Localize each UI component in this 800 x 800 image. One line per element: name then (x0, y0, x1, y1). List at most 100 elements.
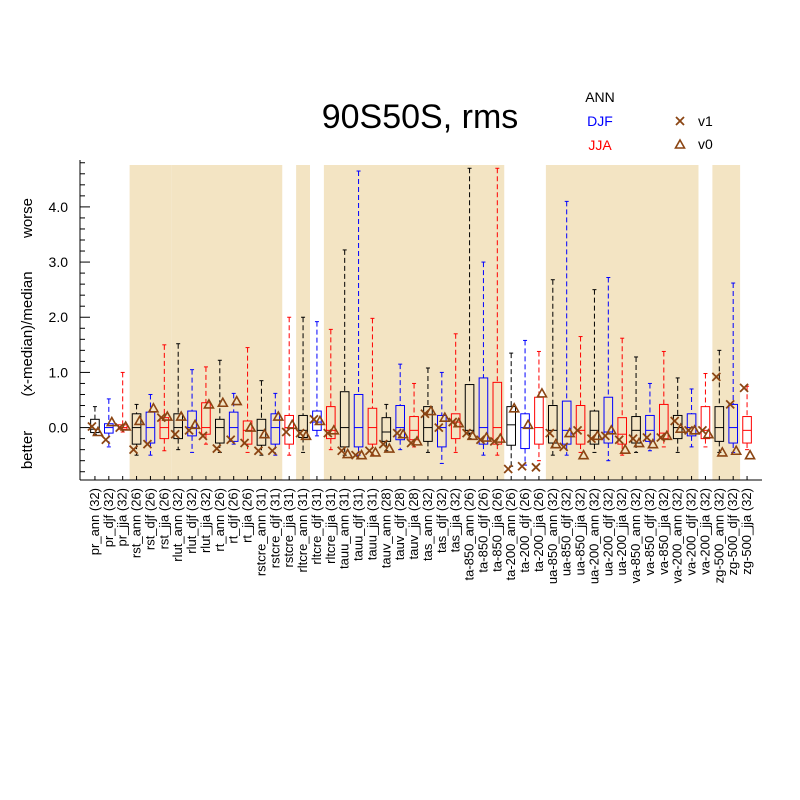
v0-marker-47 (744, 449, 756, 460)
v1-marker-14 (281, 427, 291, 437)
v0-marker-10 (230, 394, 243, 406)
v0-marker-9 (216, 396, 229, 408)
v0-marker-17 (327, 424, 340, 435)
v0-marker-19 (355, 449, 368, 460)
x-tick-label-31: ta-200_djf (26) (517, 488, 532, 573)
v1-marker-28 (475, 435, 486, 445)
legend-v1-label: v1 (698, 113, 713, 129)
v1-x-stroke (226, 435, 236, 445)
x-tick-label-18: tauu_ann (31) (337, 488, 352, 569)
x-tick-label-13: rstcre_djf (31) (267, 488, 282, 568)
v1-marker-35 (572, 425, 583, 435)
v0-marker-44 (702, 428, 715, 439)
box-iqr (437, 414, 447, 448)
v1-marker-4 (142, 439, 153, 449)
v1-x-stroke (212, 443, 222, 454)
box-iqr (714, 406, 725, 442)
box-iqr (742, 416, 752, 444)
x-tick-label-7: rlut_djf (32) (184, 488, 199, 554)
v1-x-stroke (364, 446, 375, 456)
v1-x-stroke (170, 429, 180, 439)
v0-marker-37 (605, 424, 618, 435)
v0-marker-24 (425, 404, 437, 416)
shade-band-5 (712, 165, 741, 480)
v0-marker-46 (730, 444, 743, 456)
v1-marker-21 (378, 439, 388, 449)
y-label-worse: worse (19, 198, 36, 239)
box-iqr (506, 406, 516, 446)
box-iqr (478, 377, 489, 445)
v1-marker-41 (656, 432, 666, 443)
x-tick-label-10: rt_djf (26) (226, 488, 241, 544)
v1-marker-44 (697, 425, 708, 435)
v1-x-stroke (406, 438, 416, 448)
shade-band-3 (323, 165, 505, 480)
v0-marker-13 (272, 410, 285, 421)
box-32 (534, 350, 544, 462)
y-tick-label: 2.0 (49, 309, 69, 325)
v1-marker-31 (517, 461, 527, 471)
box-iqr (686, 413, 697, 437)
x-tick-label-35: ua-850_jja (32) (573, 488, 588, 575)
v0-marker-12 (258, 428, 271, 439)
box-47 (742, 385, 752, 451)
x-tick-label-34: ua-850_djf (32) (559, 488, 574, 576)
v0-marker-30 (508, 402, 521, 413)
v1-x-stroke (683, 425, 694, 435)
v1-marker-0 (87, 421, 97, 432)
box-22 (395, 363, 405, 451)
x-tick-label-26: tas_jja (32) (448, 488, 463, 552)
marker-legend: v1 v0 (674, 113, 713, 152)
v1-marker-40 (642, 432, 652, 443)
v0-marker-23 (411, 435, 423, 446)
box-43 (686, 388, 697, 448)
x-tick-label-23: tauv_jja (28) (406, 488, 421, 560)
v1-x-stroke (239, 438, 250, 448)
x-tick-label-28: ta-850_djf (26) (475, 488, 490, 573)
x-tick-label-0: pr_ann (32) (87, 488, 102, 555)
v1-x-stroke (628, 433, 638, 444)
box-8 (201, 366, 211, 445)
x-tick-label-5: rst_jja (26) (156, 488, 171, 549)
v0-marker-32 (536, 387, 548, 398)
v1-x-stroke (697, 425, 708, 435)
box-25 (437, 371, 447, 464)
v1-x-stroke (711, 372, 721, 382)
v1-x-stroke (725, 399, 735, 410)
v1-marker-11 (239, 438, 250, 448)
x-tick-label-38: ua-200_jja (32) (614, 488, 629, 575)
v1-marker-9 (212, 443, 222, 454)
legend-v0-label: v0 (698, 136, 713, 152)
v0-marker-26 (452, 417, 465, 428)
x-tick-label-36: ua-200_ann (32) (586, 488, 601, 584)
v1-x-stroke (350, 450, 361, 460)
legend-v1-x-icon (675, 116, 685, 126)
x-tick-label-46: zg-500_djf (32) (725, 488, 740, 575)
x-tick-labels: pr_ann (32)pr_djf (32)pr_jja (32)rst_ann… (87, 488, 754, 584)
v1-marker-25 (434, 422, 444, 433)
v0-marker-5 (161, 410, 174, 421)
x-tick-label-22: tauv_djf (28) (392, 488, 407, 560)
v0-marker-21 (383, 442, 396, 453)
box-iqr (575, 405, 586, 445)
v1-x-stroke (156, 413, 166, 423)
v1-x-stroke (198, 431, 208, 441)
box-iqr (534, 396, 544, 445)
box-6 (173, 343, 183, 451)
v1-x-stroke (614, 435, 624, 445)
v1-marker-45 (711, 372, 721, 382)
v1-marker-30 (503, 464, 513, 474)
y-tick-label: 1.0 (49, 364, 69, 380)
v0-marker-33 (549, 438, 562, 449)
x-tick-label-44: va-200_jja (32) (697, 488, 712, 575)
v0-marker-2 (119, 420, 132, 431)
legend-ann: ANN (585, 89, 615, 105)
v0-marker-29 (494, 432, 507, 443)
box-26 (450, 333, 461, 453)
x-tick-label-29: ta-850_jja (26) (489, 488, 504, 572)
box-iqr (173, 413, 183, 440)
v1-x-stroke (253, 446, 264, 456)
box-30 (506, 352, 516, 467)
v0-marker-22 (397, 428, 410, 439)
